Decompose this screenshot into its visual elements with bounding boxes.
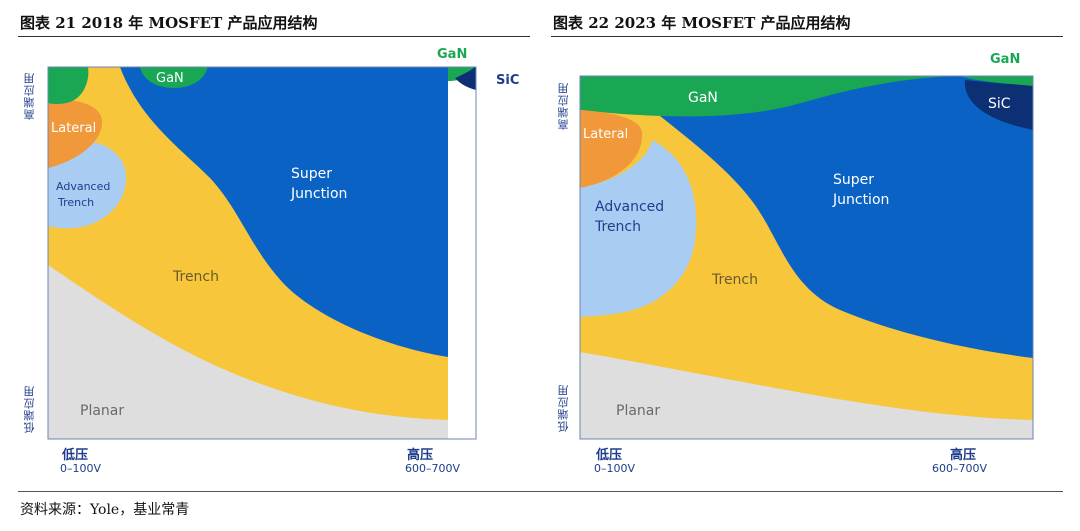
x-low-label-right: 低压 xyxy=(596,448,623,463)
x-high-sub-right: 600–700V xyxy=(932,462,988,475)
gan-top-left-region xyxy=(48,67,89,104)
label-planar: Planar xyxy=(80,403,124,419)
frame xyxy=(47,66,477,440)
label-gan-top: GaN xyxy=(688,90,718,106)
sic-region xyxy=(964,80,1033,130)
diagram-2023: GaN GaN SiC Lateral Advanced Trench Supe… xyxy=(579,52,1034,440)
x-high-label-left: 高压 xyxy=(407,448,434,463)
gan-corner-region xyxy=(960,76,1033,86)
x-high-label-right: 高压 xyxy=(950,448,977,463)
sic-region xyxy=(455,67,476,90)
source-note: 资料来源：Yole，基业常青 xyxy=(20,502,190,518)
advanced-trench-region xyxy=(48,140,127,229)
label-super-2: Junction xyxy=(290,186,347,202)
title-rule-left xyxy=(18,36,530,37)
x-low-label-left: 低压 xyxy=(62,448,89,463)
label-gan-top: GaN xyxy=(156,71,184,86)
label-trench: Trench xyxy=(172,269,219,285)
lateral-region xyxy=(580,110,643,188)
gan-top-region xyxy=(580,76,960,117)
diagram-2018: GaN SiC GaN Lateral Advanced Trench Supe… xyxy=(47,47,519,440)
title-rule-right xyxy=(551,36,1063,37)
label-advanced-2: Trench xyxy=(57,196,94,209)
label-sic: SiC xyxy=(988,96,1011,112)
label-super-1: Super xyxy=(291,166,332,182)
label-gan-corner: GaN xyxy=(437,47,467,62)
label-lateral: Lateral xyxy=(583,127,628,142)
label-super-1: Super xyxy=(833,172,874,188)
figure-21-title: 图表 21 2018 年 MOSFET 产品应用结构 xyxy=(20,14,318,32)
gan-top-region xyxy=(140,67,208,88)
label-advanced-1: Advanced xyxy=(56,180,110,193)
lateral-region xyxy=(48,99,103,168)
x-low-sub-right: 0–100V xyxy=(594,462,636,475)
gan-corner-region xyxy=(448,67,475,81)
label-planar: Planar xyxy=(616,403,660,419)
label-sic: SiC xyxy=(496,73,519,88)
label-trench: Trench xyxy=(711,272,758,288)
label-super-2: Junction xyxy=(832,192,889,208)
x-low-sub-left: 0–100V xyxy=(60,462,102,475)
label-lateral: Lateral xyxy=(51,121,96,136)
label-advanced-2: Trench xyxy=(594,219,641,235)
figure-22-title: 图表 22 2023 年 MOSFET 产品应用结构 xyxy=(553,14,851,32)
x-high-sub-left: 600–700V xyxy=(405,462,461,475)
source-rule xyxy=(18,491,1063,492)
super-junction-region xyxy=(650,76,1033,358)
label-gan-corner: GaN xyxy=(990,52,1020,67)
advanced-trench-region xyxy=(580,140,697,317)
frame xyxy=(579,75,1034,440)
super-junction-region xyxy=(120,67,448,357)
label-advanced-1: Advanced xyxy=(595,199,664,215)
